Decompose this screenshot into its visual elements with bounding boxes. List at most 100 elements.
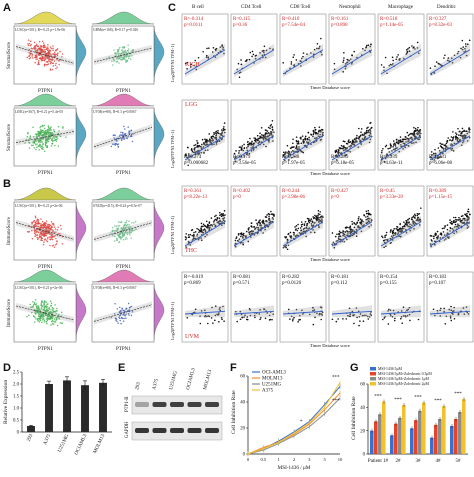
cell-point [461, 215, 464, 217]
scatter-point [40, 223, 42, 225]
cell-point [247, 140, 249, 143]
cell-point [200, 222, 203, 225]
scatter-stat-label: LUSC(n=501), R=-0.21 p=2e-06 [15, 286, 63, 291]
scatter-point [118, 306, 121, 309]
scatter-point [134, 220, 137, 223]
scatter-point [53, 60, 56, 62]
cell-point [303, 223, 306, 225]
cell-point [406, 309, 408, 311]
scatter-point [47, 307, 49, 310]
cell-point [417, 216, 419, 219]
cell-point [243, 143, 245, 146]
cell-point [411, 216, 413, 219]
scatter-point [131, 222, 133, 224]
scatter-point [123, 228, 126, 231]
scatter-point [131, 50, 134, 52]
scatter-point [50, 221, 53, 223]
cell-point [264, 56, 267, 59]
cell-point [413, 126, 415, 129]
scatter-point [120, 59, 123, 61]
cell-point [455, 218, 457, 221]
cell-frame [279, 185, 327, 257]
cell-point [308, 138, 310, 141]
scatter-point [48, 60, 50, 62]
cell-point [349, 150, 352, 153]
scatter-point [128, 314, 130, 316]
cell-frame [181, 13, 229, 85]
scatter-point [24, 142, 26, 144]
cell-point [299, 227, 302, 229]
cell-point [203, 228, 206, 231]
cell-point [389, 229, 392, 232]
scatter-point [32, 140, 35, 142]
cell-frame [328, 13, 376, 85]
bar-0-0 [370, 430, 374, 454]
scatter-point [36, 219, 39, 221]
cell-point [293, 146, 295, 148]
scatter-point [53, 246, 56, 248]
cell-point [360, 128, 363, 130]
y-tick-label: 60 [360, 383, 365, 388]
scatter-point [48, 307, 51, 309]
scatter-point [118, 311, 121, 313]
scatter-point [122, 47, 124, 49]
cell-point [297, 223, 299, 226]
cell-regression-line [184, 135, 226, 161]
cell-point [300, 136, 302, 139]
cell-point [210, 217, 213, 219]
scatter-point [122, 234, 124, 236]
cell-frame [328, 271, 376, 343]
cell-point [239, 71, 242, 74]
scatter-point [51, 53, 53, 55]
cell-point [415, 219, 418, 222]
cell-point [302, 55, 304, 58]
cell-point [355, 307, 358, 309]
cell-point [290, 151, 293, 153]
cell-point [433, 72, 435, 74]
cell-point [205, 226, 208, 228]
cell-point [459, 218, 462, 220]
cell-point [403, 221, 405, 224]
cell-point [313, 231, 316, 234]
scatter-point [110, 232, 112, 234]
cell-point [250, 147, 253, 149]
scatter-b-bottom-left: LUSC(n=501), R=-0.21 p=2e-06PTPN1ImmuneS… [7, 269, 87, 352]
scatter-point [45, 308, 48, 310]
cell-point [317, 132, 319, 135]
cell-point [394, 317, 396, 320]
cell-point [307, 218, 310, 220]
cell-point [318, 312, 321, 315]
cell-point [353, 232, 356, 235]
scatter-point [41, 129, 44, 132]
scatter-point [37, 305, 39, 307]
cell-band [332, 305, 372, 318]
cell-point [264, 137, 267, 140]
scatter-point [53, 139, 55, 142]
cell-point [349, 230, 352, 233]
cell-point [318, 126, 321, 128]
cell-point [257, 228, 259, 231]
cell-point [392, 62, 394, 65]
cell-point [291, 320, 294, 322]
cell-point [437, 235, 440, 237]
scatter-point [55, 135, 58, 138]
marginal-density-top [13, 11, 77, 25]
cell-point [450, 144, 452, 147]
scatter-point [44, 141, 47, 143]
marginal-density-right [153, 283, 165, 341]
scatter-point [34, 133, 37, 135]
cell-point [290, 156, 293, 159]
cell-point [220, 138, 223, 141]
cell-point [311, 220, 314, 223]
cell-frame [279, 271, 327, 343]
scatter-point [40, 218, 42, 220]
cell-point [284, 152, 286, 155]
cell-point [313, 137, 316, 140]
cell-point [460, 215, 463, 218]
cell-point [314, 214, 316, 217]
cell-point [384, 315, 387, 318]
cell-point [404, 315, 406, 317]
cell-point [399, 317, 402, 320]
scatter-b-top-left: LUSC(n=501), R=-0.21 p=2e-06PTPN1ImmuneS… [7, 187, 87, 270]
